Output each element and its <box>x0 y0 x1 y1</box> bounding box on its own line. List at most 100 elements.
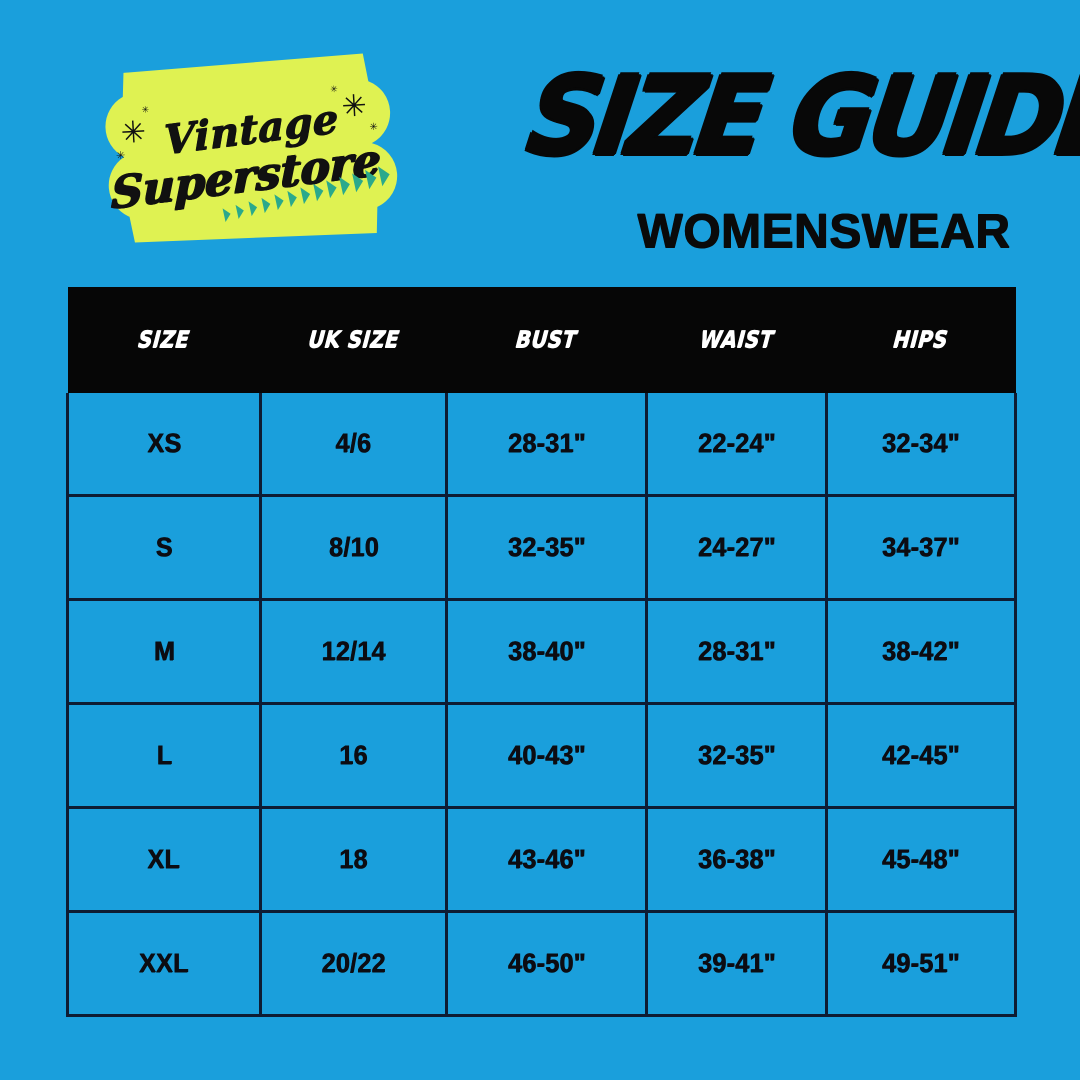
cell-waist: 28-31" <box>645 598 828 705</box>
cell-uk-size: 20/22 <box>259 910 448 1017</box>
cell-bust-value: 38-40" <box>507 636 586 666</box>
cell-hips: 38-42" <box>825 598 1017 705</box>
cell-bust: 43-46" <box>445 806 648 913</box>
column-header-size-label: SIZE <box>137 327 191 353</box>
table-row: M 12/14 38-40" 28-31" 38-42" <box>66 598 1017 705</box>
arrow-triangle-icon <box>222 208 231 223</box>
cell-size: XL <box>66 806 262 913</box>
brand-logo-badge: ✳ ✳ ✳ ✳ ✳ ✳ Vintage Superstore <box>81 49 416 252</box>
column-header-waist: WAIST <box>646 287 827 393</box>
cell-uk-size: 18 <box>259 806 448 913</box>
cell-uk-size-value: 18 <box>339 844 368 874</box>
cell-bust-value: 46-50" <box>507 948 586 978</box>
cell-uk-size-value: 12/14 <box>321 636 386 666</box>
arrow-triangle-icon <box>261 197 271 214</box>
cell-uk-size: 16 <box>259 702 448 809</box>
table-body: XS 4/6 28-31" 22-24" 32-34" S 8/10 32-35… <box>66 393 1017 1017</box>
cell-uk-size: 12/14 <box>259 598 448 705</box>
cell-waist-value: 22-24" <box>697 428 776 458</box>
cell-hips-value: 49-51" <box>882 948 960 978</box>
cell-size-value: XS <box>146 428 182 458</box>
cell-size-value: XXL <box>139 948 189 978</box>
arrow-triangle-icon <box>287 190 297 208</box>
cell-size-value: L <box>156 740 172 770</box>
arrow-triangle-icon <box>378 166 390 187</box>
sparkle-dot-b-icon: ✳ <box>141 104 150 115</box>
cell-bust: 38-40" <box>445 598 648 705</box>
sparkle-dot-c-icon: ✳ <box>369 121 379 134</box>
cell-size: S <box>66 494 262 601</box>
arrow-triangle-icon <box>248 201 258 217</box>
cell-waist-value: 28-31" <box>697 636 776 666</box>
sparkle-star-left-icon: ✳ <box>119 115 147 151</box>
badge-shape-icon <box>105 53 398 243</box>
cell-uk-size-value: 20/22 <box>321 948 386 978</box>
cell-size: M <box>66 598 262 705</box>
cell-waist: 24-27" <box>645 494 828 601</box>
sparkle-dot-d-icon: ✳ <box>329 83 338 95</box>
cell-bust: 32-35" <box>445 494 648 601</box>
page-title: SIZE GUIDE <box>520 54 1080 179</box>
cell-bust-value: 28-31" <box>507 428 586 458</box>
cell-hips-value: 32-34" <box>882 428 960 458</box>
cell-size-value: M <box>153 636 175 666</box>
page-subtitle: WOMENSWEAR <box>637 205 1010 258</box>
cell-hips: 49-51" <box>825 910 1017 1017</box>
sparkle-star-right-icon: ✳ <box>340 89 368 124</box>
column-header-waist-label: WAIST <box>698 327 775 353</box>
cell-hips: 42-45" <box>825 702 1017 809</box>
cell-waist-value: 32-35" <box>697 740 776 770</box>
cell-bust: 46-50" <box>445 910 648 1017</box>
cell-waist-value: 24-27" <box>697 532 776 562</box>
cell-hips-value: 38-42" <box>882 636 960 666</box>
column-header-bust: BUST <box>446 287 647 393</box>
cell-bust-value: 43-46" <box>507 844 586 874</box>
cell-hips: 32-34" <box>825 393 1017 497</box>
table-row: XS 4/6 28-31" 22-24" 32-34" <box>66 393 1017 497</box>
arrow-triangle-icon <box>339 176 350 196</box>
cell-uk-size: 8/10 <box>259 494 448 601</box>
cell-waist-value: 36-38" <box>697 844 776 874</box>
arrow-triangles-icon <box>222 166 390 223</box>
arrow-triangle-icon <box>313 183 324 202</box>
table-row: L 16 40-43" 32-35" 42-45" <box>66 702 1017 809</box>
arrow-triangle-icon <box>300 187 311 205</box>
column-header-hips: HIPS <box>826 287 1016 393</box>
cell-uk-size-value: 4/6 <box>335 428 372 458</box>
cell-hips-value: 34-37" <box>882 532 960 562</box>
cell-uk-size-value: 8/10 <box>328 532 379 562</box>
cell-size: XXL <box>66 910 262 1017</box>
table-header: SIZE UK SIZE BUST WAIST HIPS <box>67 287 1016 393</box>
column-header-size: SIZE <box>67 287 261 393</box>
table-row: XL 18 43-46" 36-38" 45-48" <box>66 806 1017 913</box>
cell-size-value: S <box>155 532 173 562</box>
size-chart-table: SIZE UK SIZE BUST WAIST HIPS XS 4/6 28-3… <box>66 287 1017 1017</box>
arrow-triangle-icon <box>365 169 377 190</box>
cell-hips: 45-48" <box>825 806 1017 913</box>
cell-hips-value: 42-45" <box>882 740 960 770</box>
size-chart-container: SIZE UK SIZE BUST WAIST HIPS XS 4/6 28-3… <box>66 287 1017 1017</box>
column-header-uk-size: UK SIZE <box>260 287 447 393</box>
cell-waist-value: 39-41" <box>697 948 776 978</box>
cell-waist: 22-24" <box>645 393 828 497</box>
arrow-triangle-icon <box>326 180 337 199</box>
arrow-triangle-icon <box>235 204 244 220</box>
arrow-triangle-icon <box>352 173 364 193</box>
column-header-uk-size-label: UK SIZE <box>306 327 401 353</box>
cell-size-value: XL <box>147 844 181 874</box>
cell-hips: 34-37" <box>825 494 1017 601</box>
cell-bust-value: 40-43" <box>507 740 586 770</box>
cell-uk-size: 4/6 <box>259 393 448 497</box>
column-header-hips-label: HIPS <box>892 327 950 353</box>
cell-waist: 32-35" <box>645 702 828 809</box>
cell-size: XS <box>66 393 262 497</box>
cell-waist: 39-41" <box>645 910 828 1017</box>
cell-bust: 40-43" <box>445 702 648 809</box>
table-row: XXL 20/22 46-50" 39-41" 49-51" <box>66 910 1017 1017</box>
cell-bust: 28-31" <box>445 393 648 497</box>
cell-waist: 36-38" <box>645 806 828 913</box>
cell-bust-value: 32-35" <box>507 532 586 562</box>
cell-size: L <box>66 702 262 809</box>
cell-hips-value: 45-48" <box>882 844 960 874</box>
